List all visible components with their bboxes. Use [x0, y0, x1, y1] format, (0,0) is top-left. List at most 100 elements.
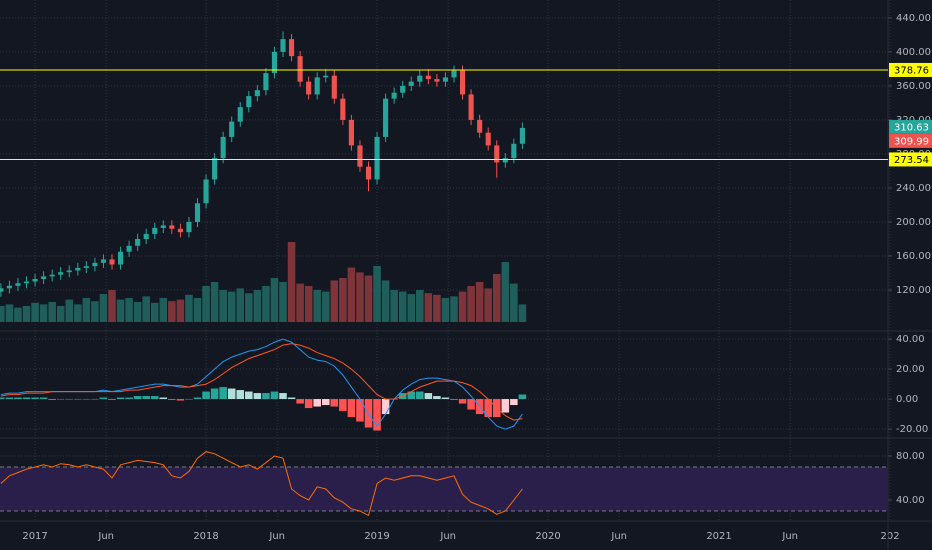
macd-histogram-bar — [185, 399, 193, 400]
macd-histogram-bar — [416, 391, 424, 400]
price-label: 309.99 — [894, 136, 929, 147]
volume-bar — [296, 283, 304, 322]
macd-histogram-bar — [339, 399, 347, 412]
macd-histogram-bar — [518, 394, 527, 400]
volume-bar — [219, 290, 227, 322]
candle-body — [220, 136, 226, 159]
candle-body — [92, 262, 98, 267]
volume-bar — [74, 304, 82, 322]
volume-bar — [304, 286, 313, 322]
macd-histogram-bar — [424, 393, 433, 400]
candle-body — [229, 121, 235, 137]
macd-histogram-bar — [99, 397, 108, 400]
macd-histogram-bar — [330, 399, 339, 407]
level-label-bg — [889, 152, 932, 167]
candle-body — [83, 266, 89, 268]
volume-bar — [193, 298, 202, 322]
volume-bar — [159, 298, 168, 322]
macd-histogram-bar — [31, 397, 39, 400]
volume-bar — [125, 298, 133, 322]
candle-body — [494, 145, 500, 163]
candle-body — [425, 75, 431, 80]
y-tick-label: 200.00 — [896, 217, 931, 228]
macd-histogram-bar — [441, 397, 450, 400]
macd-histogram-bar — [116, 397, 125, 400]
macd-histogram-bar — [373, 399, 381, 431]
candle-body — [280, 39, 286, 52]
macd-histogram-bar — [381, 399, 390, 415]
candle-body — [511, 143, 517, 159]
x-tick-label: 2019 — [364, 531, 389, 542]
volume-bar — [458, 291, 467, 322]
y-tick-label: 400.00 — [896, 47, 931, 58]
volume-bar — [484, 288, 492, 322]
volume-bar — [390, 290, 398, 322]
volume-bar — [450, 296, 458, 322]
x-tick-label: 2017 — [22, 531, 47, 542]
macd-histogram-bar — [279, 393, 287, 400]
last-price-label: 310.63 — [894, 122, 929, 133]
x-tick-label: Jun — [439, 531, 456, 542]
candle-body — [186, 221, 192, 233]
x-tick-label: 2018 — [193, 531, 218, 542]
macd-histogram-bar — [176, 399, 185, 401]
candle-body — [237, 107, 243, 122]
y-tick-label: 40.00 — [896, 495, 925, 506]
macd-histogram-bar — [193, 397, 202, 400]
volume-bar — [116, 299, 125, 322]
price-label-bg — [889, 133, 932, 148]
candle-body — [477, 119, 483, 133]
macd-histogram-bar — [510, 399, 518, 406]
candle-body — [263, 73, 269, 91]
volume-bar — [373, 266, 381, 322]
volume-bar — [185, 294, 193, 322]
candle-body — [160, 225, 166, 228]
macd-histogram-bar — [356, 399, 364, 422]
macd-histogram-bar — [150, 396, 159, 400]
candle-body — [519, 127, 525, 144]
candle-body — [135, 238, 141, 246]
candle-body — [365, 166, 372, 180]
volume-bar — [99, 294, 108, 322]
candle-body — [58, 272, 64, 275]
candle-body — [271, 51, 278, 74]
y-tick-label: -20.00 — [896, 424, 928, 435]
candle-body — [391, 92, 397, 99]
macd-histogram-bar — [108, 399, 116, 400]
macd-histogram-bar — [484, 399, 492, 418]
candle-body — [109, 259, 115, 265]
x-tick-label: Jun — [268, 531, 285, 542]
macd-histogram-bar — [14, 397, 22, 400]
volume-bar — [492, 274, 501, 322]
x-tick-label: 2021 — [706, 531, 731, 542]
x-tick-label: 202 — [881, 531, 900, 542]
macd-histogram-bar — [219, 387, 227, 400]
level-label-bg — [889, 62, 932, 77]
signal-line — [0, 343, 523, 421]
volume-bar — [176, 299, 185, 322]
volume-bar — [407, 294, 416, 322]
candle-body — [117, 251, 124, 265]
y-tick-label: 360.00 — [896, 81, 931, 92]
volume-bar — [501, 262, 510, 322]
volume-bar — [287, 242, 296, 322]
volume-bar — [518, 304, 527, 322]
candle-body — [417, 75, 423, 82]
y-tick-label: 0.00 — [896, 394, 918, 405]
volume-bar — [0, 306, 5, 322]
candle-body — [75, 267, 81, 271]
volume-bar — [475, 282, 484, 322]
candle-body — [66, 270, 72, 273]
x-tick-label: Jun — [97, 531, 114, 542]
volume-bar — [339, 278, 347, 322]
macd-histogram-bar — [39, 397, 48, 400]
candle-body — [15, 283, 21, 286]
candle-body — [306, 81, 312, 95]
macd-histogram-bar — [202, 391, 210, 400]
candle-body — [459, 70, 466, 95]
volume-bar — [210, 282, 219, 322]
candle-body — [152, 227, 158, 234]
